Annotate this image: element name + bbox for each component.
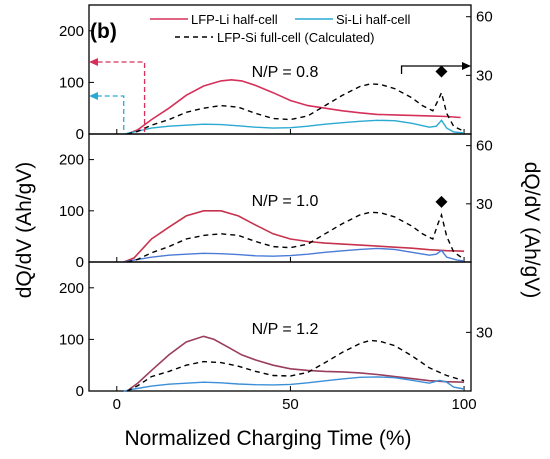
x-tick-label: 100 — [452, 396, 477, 413]
left-tick-label: 100 — [59, 331, 84, 348]
left-tick-label: 200 — [59, 23, 84, 40]
left-tick-label: 200 — [59, 280, 84, 297]
right-tick-label: 60 — [476, 138, 493, 155]
y-axis-title-left: dQ/dV (Ah/gV) — [13, 162, 36, 299]
series-lfp-li-line — [123, 210, 465, 263]
legend-label: LFP-Li half-cell — [191, 12, 278, 27]
series-lfp-li-line — [126, 335, 465, 392]
left-axis-arrow-si-line — [97, 95, 125, 130]
series-full-cell-line — [127, 211, 465, 263]
right-axis-arrow-line — [400, 65, 463, 74]
right-tick-label: 30 — [476, 324, 493, 341]
legend-label: LFP-Si full-cell (Calculated) — [217, 30, 375, 45]
left-tick-label: 100 — [59, 74, 84, 91]
legend-label: Si-Li half-cell — [336, 12, 411, 27]
x-tick-label: 0 — [113, 396, 121, 413]
series-full-cell-line — [126, 339, 465, 392]
left-tick-label: 0 — [76, 383, 84, 400]
series-si-li-line — [123, 119, 465, 135]
series-lfp-li-line — [126, 78, 461, 135]
right-tick-label: 30 — [476, 67, 493, 84]
panel-1: 0 100 200 30 60 N/P = 0.8 — [59, 4, 493, 143]
diamond-marker — [435, 65, 448, 78]
panel-frame — [88, 261, 472, 392]
series-full-cell-line — [127, 83, 465, 135]
np-ratio-label: N/P = 1.2 — [252, 321, 319, 338]
np-ratio-label: N/P = 0.8 — [252, 64, 319, 81]
series-si-li-line — [123, 376, 465, 392]
panel-label: (b) — [90, 20, 117, 43]
diamond-marker — [435, 195, 448, 208]
left-tick-label: 200 — [59, 152, 84, 169]
legend: LFP-Li half-cell Si-Li half-cell LFP-Si fu… — [150, 12, 411, 45]
left-tick-label: 0 — [76, 254, 84, 271]
y-axis-title-right: dQ/dV (Ah/gV) — [520, 162, 543, 299]
x-tick-label: 50 — [282, 396, 299, 413]
right-axis-arrow-head — [462, 62, 471, 70]
left-tick-label: 0 — [76, 126, 84, 143]
left-tick-label: 100 — [59, 203, 84, 220]
left-axis-arrow-lfp-head — [89, 58, 98, 66]
x-axis-title: Normalized Charging Time (%) — [124, 427, 411, 450]
right-tick-label: 30 — [476, 196, 493, 213]
right-tick-label: 60 — [476, 9, 493, 26]
series-si-li-line — [123, 247, 465, 263]
left-axis-arrow-si-head — [89, 92, 98, 100]
np-ratio-label: N/P = 1.0 — [252, 193, 319, 210]
panel-2: 0 100 200 30 60 N/P = 1.0 — [59, 133, 493, 271]
panels-group: 0 100 200 30 60 N/P = 0.8 0 100 200 30 60 N/P = 1.0… — [59, 4, 493, 413]
